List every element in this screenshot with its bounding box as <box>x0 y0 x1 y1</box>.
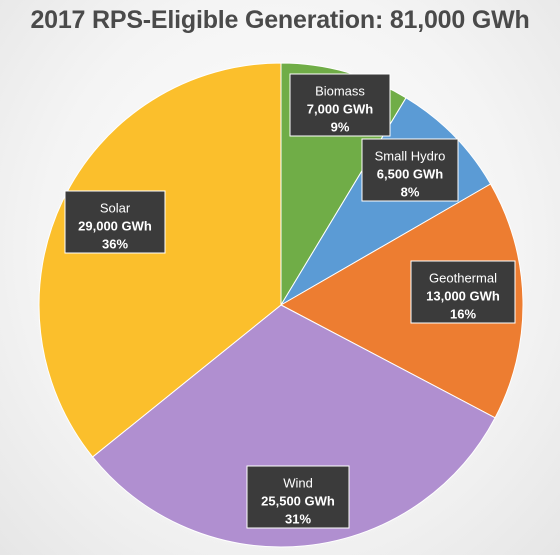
pie-slice-solar <box>38 62 282 458</box>
data-label-value: 13,000 GWh <box>426 288 500 303</box>
data-label-value: 6,500 GWh <box>377 166 444 181</box>
data-label-box <box>64 190 166 254</box>
data-label-small-hydro: Small Hydro 6,500 GWh 8% <box>361 138 459 202</box>
data-label-wind: Wind 25,500 GWh 31% <box>246 465 350 529</box>
data-label-percent: 16% <box>450 306 476 321</box>
data-label-name: Geothermal <box>429 270 497 285</box>
data-label-name: Solar <box>100 200 131 215</box>
data-label-name: Biomass <box>315 83 365 98</box>
data-label-box <box>289 73 391 137</box>
pie-slice-wind <box>91 304 496 548</box>
data-label-solar: Solar 29,000 GWh 36% <box>64 190 166 254</box>
data-label-percent: 31% <box>285 511 311 526</box>
pie-slice-geothermal <box>279 183 524 419</box>
data-label-value: 7,000 GWh <box>307 101 374 116</box>
data-label-percent: 8% <box>401 184 420 199</box>
data-label-box <box>361 138 459 202</box>
data-label-box <box>410 260 516 324</box>
data-label-biomass: Biomass 7,000 GWh 9% <box>289 73 391 137</box>
data-label-value: 29,000 GWh <box>78 218 152 233</box>
pie-data-labels: Biomass 7,000 GWh 9% Small Hydro 6,500 GWh 8%… <box>64 73 516 529</box>
data-label-value: 25,500 GWh <box>261 493 335 508</box>
data-label-box <box>246 465 350 529</box>
data-label-name: Small Hydro <box>375 148 446 163</box>
data-label-name: Wind <box>283 475 313 490</box>
chart-title: 2017 RPS-Eligible Generation: 81,000 GWh <box>30 6 530 34</box>
data-label-percent: 36% <box>102 236 128 251</box>
data-label-geothermal: Geothermal 13,000 GWh 16% <box>410 260 516 324</box>
data-label-percent: 9% <box>331 119 350 134</box>
